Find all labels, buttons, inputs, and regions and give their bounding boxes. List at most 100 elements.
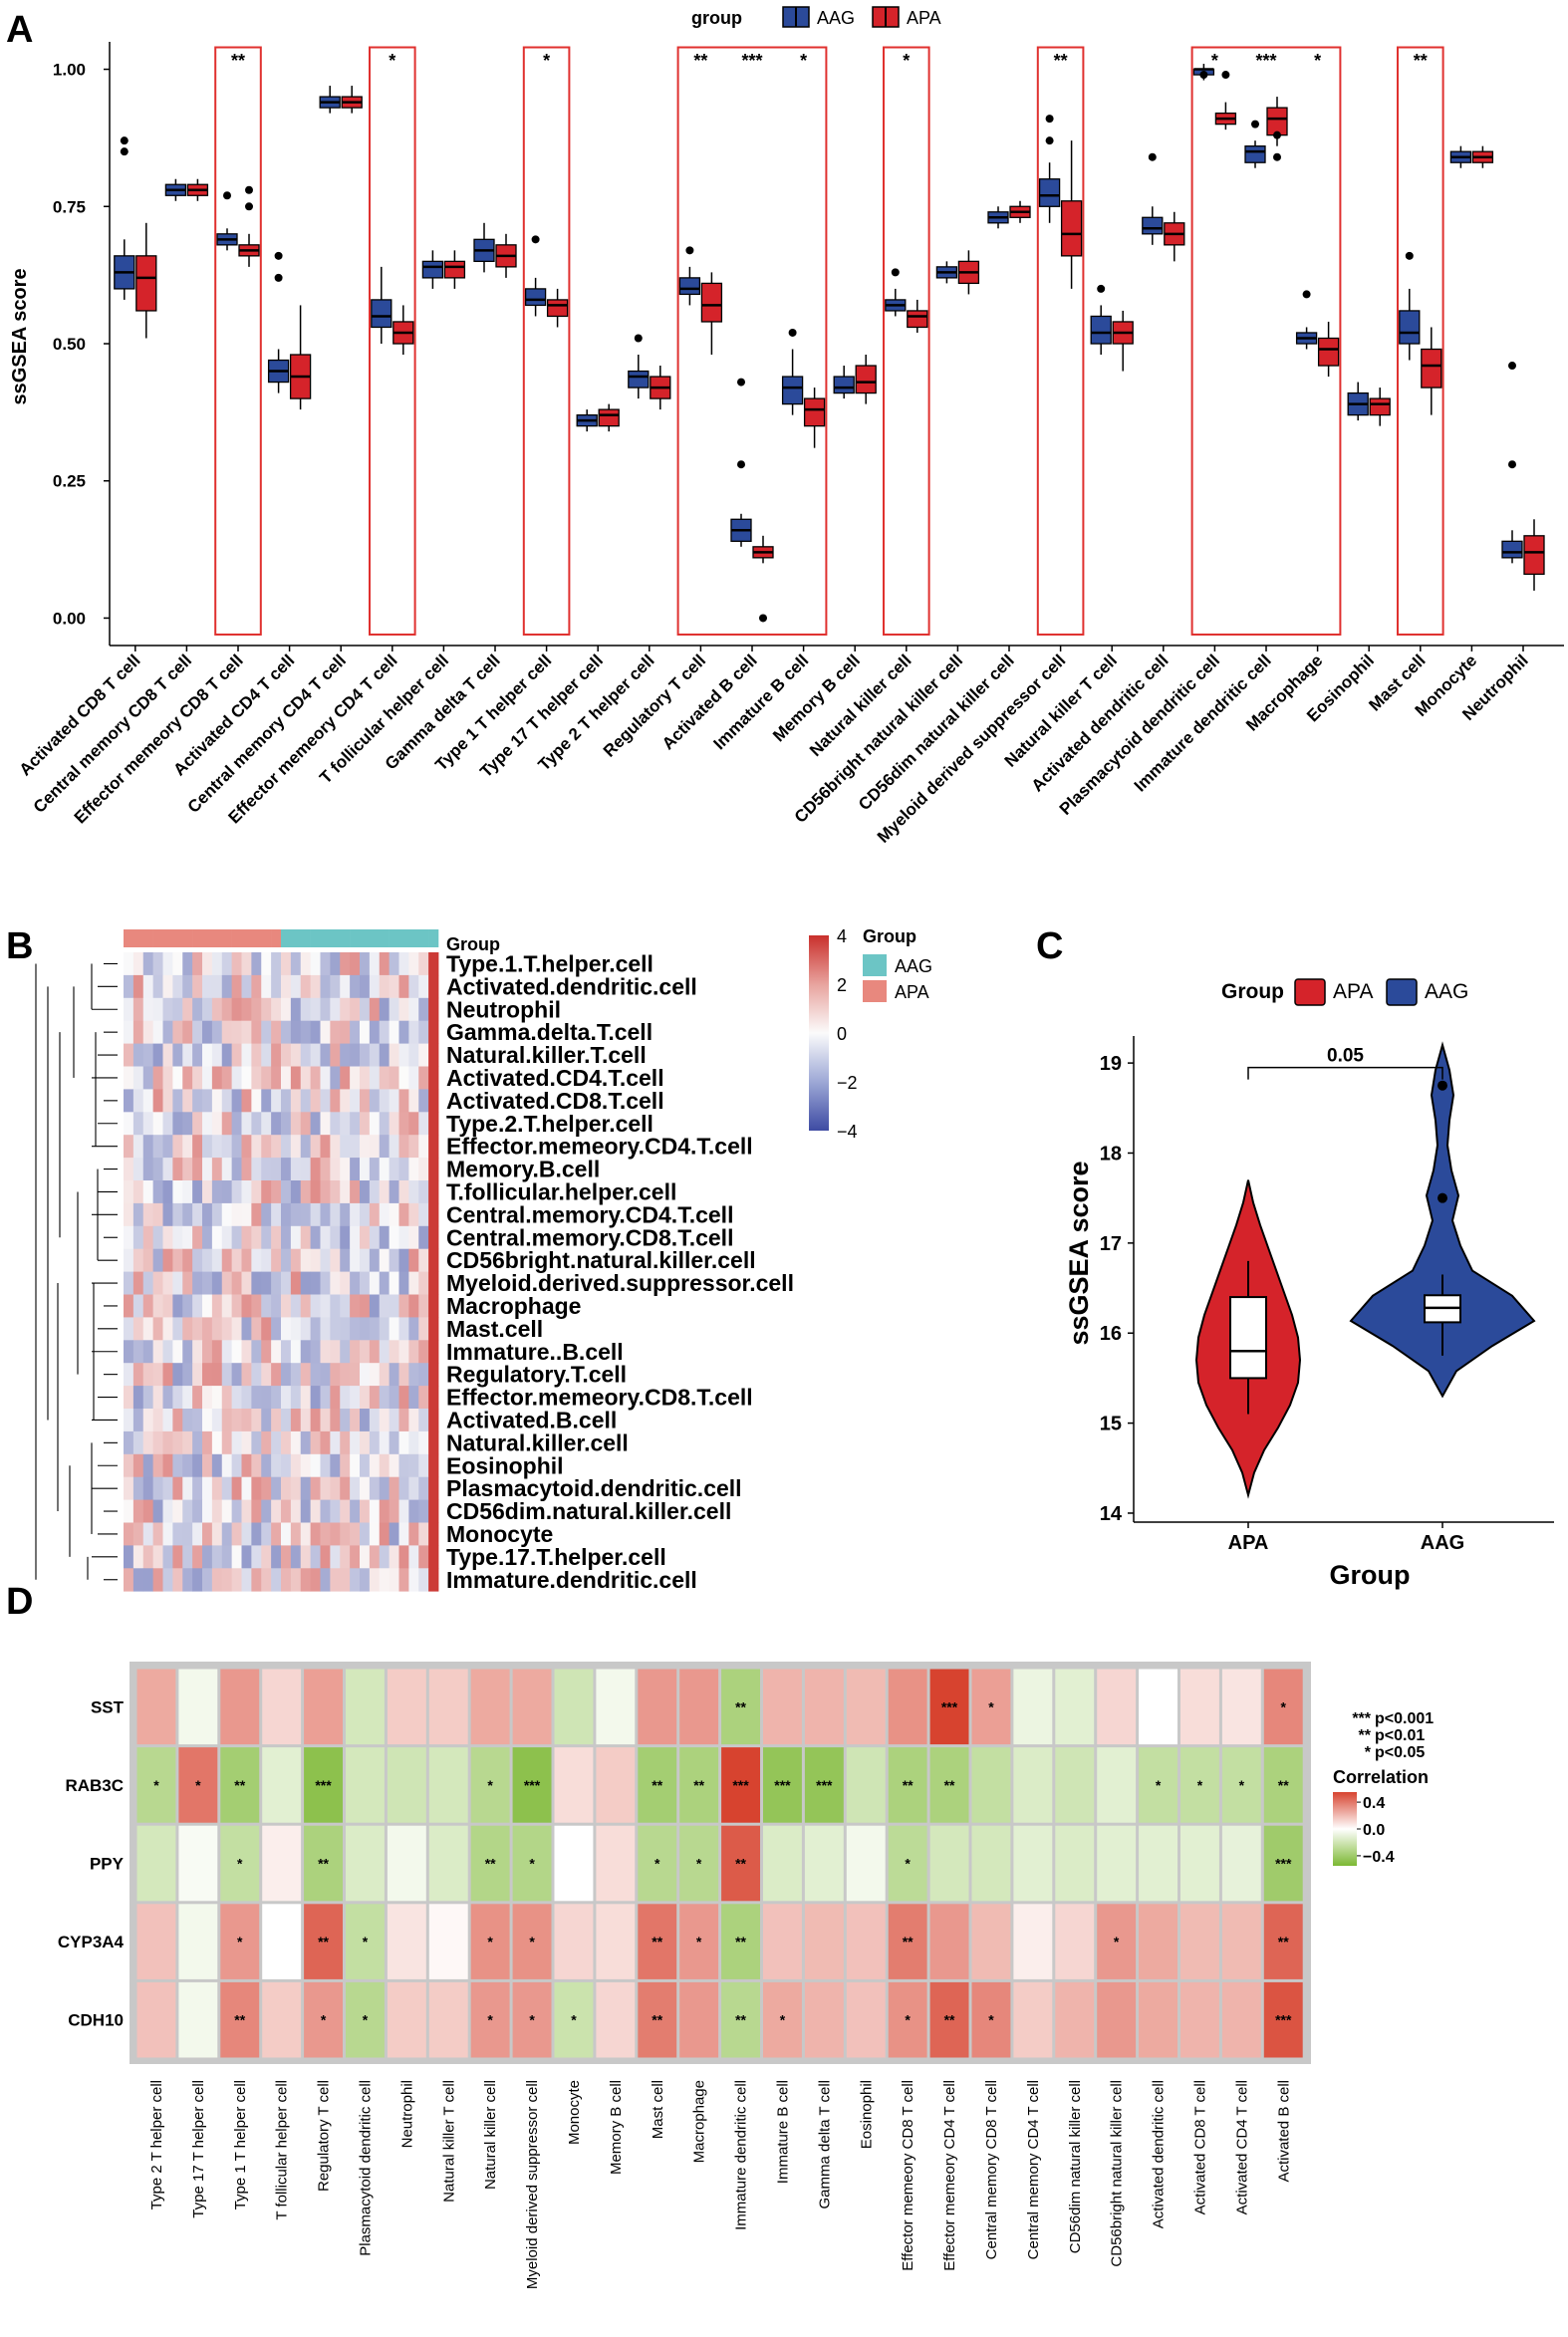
- heatmap-cell: [379, 1225, 391, 1250]
- heatmap-cell: [251, 1180, 262, 1204]
- cell-significance: *: [1281, 1698, 1287, 1714]
- outlier-point: [1097, 284, 1106, 293]
- heatmap-cell: [369, 1317, 381, 1341]
- box-apa: [907, 310, 928, 329]
- heatmap-cell: [389, 1317, 399, 1341]
- heatmap-cell: [360, 1043, 371, 1067]
- correlation-cell: [387, 1669, 426, 1745]
- heatmap-cell: [290, 1043, 302, 1067]
- heatmap-cell: [192, 1043, 203, 1067]
- column-label: Activated CD8 T cell: [1191, 2080, 1208, 2214]
- heatmap-cell: [408, 1112, 419, 1136]
- correlation-cell: [888, 1904, 927, 1979]
- heatmap-cell: [330, 1545, 341, 1569]
- heatmap-cell: [211, 1363, 223, 1387]
- heatmap-cell: [241, 1294, 252, 1318]
- heatmap-cell: [211, 1317, 223, 1341]
- heatmap-cell: [428, 1545, 439, 1569]
- heatmap-cell: [124, 1453, 134, 1478]
- row-label: Type.2.T.helper.cell: [446, 1111, 653, 1137]
- heatmap-cell: [124, 1522, 134, 1546]
- heatmap-cell: [124, 1112, 134, 1136]
- heatmap-cell: [330, 1020, 341, 1044]
- heatmap-cell: [241, 1522, 252, 1546]
- heatmap-cell: [389, 1568, 399, 1592]
- correlation-cell: [596, 1747, 636, 1823]
- heatmap-cell: [172, 1020, 183, 1044]
- heatmap-cell: [300, 1545, 312, 1569]
- annotation-cell: [251, 929, 262, 947]
- correlation-cell: [178, 1825, 218, 1902]
- cell-significance: *: [780, 2012, 786, 2028]
- heatmap-cell: [360, 1020, 371, 1044]
- heatmap-cell: [192, 1317, 203, 1341]
- heatmap-cell: [290, 1545, 302, 1569]
- heatmap-cell: [124, 1271, 134, 1295]
- row-label: Immature..B.cell: [446, 1339, 624, 1365]
- heatmap-cell: [142, 1340, 154, 1364]
- heatmap-cell: [369, 1271, 381, 1295]
- heatmap-cell: [271, 1499, 282, 1523]
- correlation-cell: [428, 1669, 468, 1745]
- row-label: Myeloid.derived.suppressor.cell: [446, 1270, 794, 1296]
- heatmap-cell: [369, 1180, 381, 1204]
- heatmap-cell: [124, 1089, 134, 1113]
- heatmap-cell: [192, 1499, 203, 1523]
- cell-significance: *: [696, 1934, 702, 1949]
- correlation-cell: [1097, 1904, 1137, 1979]
- color-bar-tick-label: 2: [837, 975, 847, 995]
- annotation-cell: [428, 929, 439, 947]
- heatmap-cell: [132, 1180, 144, 1204]
- heatmap-cell: [330, 1340, 341, 1364]
- correlation-cell: [387, 1981, 426, 2058]
- correlation-cell: [971, 1669, 1011, 1745]
- heatmap-cell: [300, 1180, 312, 1204]
- heatmap-cell: [360, 1202, 371, 1227]
- heatmap-cell: [261, 1271, 272, 1295]
- panel-c-violin: Group APA AAG ssGSEA score Group 14 15 16 1…: [1064, 978, 1554, 1590]
- heatmap-cell: [271, 1522, 282, 1546]
- heatmap-cell: [162, 952, 173, 976]
- heatmap-cell: [408, 1545, 419, 1569]
- panel-d-correlation-heatmap: ** *** * ** * ** *** * *** ** ** *** *** *** ** ** * * * **…: [58, 1662, 1434, 2289]
- significance-box: [1190, 46, 1342, 636]
- heatmap-cell: [360, 1340, 371, 1364]
- heatmap-cell: [290, 952, 302, 976]
- heatmap-cell: [408, 997, 419, 1022]
- heatmap-cell: [211, 1522, 223, 1546]
- heatmap-cell: [202, 1430, 213, 1455]
- heatmap-cell: [369, 974, 381, 999]
- heatmap-cell: [192, 1568, 203, 1592]
- heatmap-cell: [340, 1499, 351, 1523]
- outlier-point: [1045, 136, 1054, 145]
- heatmap-cell: [231, 1568, 242, 1592]
- heatmap-cell: [182, 1545, 193, 1569]
- color-bar: [809, 935, 829, 1131]
- heatmap-cell: [251, 1430, 262, 1455]
- heatmap-cell: [389, 1499, 399, 1523]
- heatmap-cell: [162, 1522, 173, 1546]
- cell-significance: **: [944, 1777, 955, 1793]
- heatmap-cell: [152, 1499, 163, 1523]
- heatmap-cell: [418, 1430, 429, 1455]
- heatmap-cell: [261, 1545, 272, 1569]
- correlation-cell: [1139, 1747, 1177, 1823]
- heatmap-cell: [142, 1043, 154, 1067]
- heatmap-cell: [231, 1476, 242, 1500]
- heatmap-cell: [221, 1112, 233, 1136]
- annotation-cell: [418, 929, 429, 947]
- heatmap-cell: [211, 1453, 223, 1478]
- heatmap-cell: [271, 974, 282, 999]
- cell-significance: **: [234, 2012, 245, 2028]
- heatmap-cell: [369, 1430, 381, 1455]
- heatmap-cell: [330, 1409, 341, 1432]
- heatmap-cell: [369, 1476, 381, 1500]
- heatmap-cell: [408, 1409, 419, 1432]
- heatmap-cell: [192, 1271, 203, 1295]
- heatmap-cell: [251, 1248, 262, 1272]
- correlation-cell: [1180, 1747, 1219, 1823]
- heatmap-cell: [172, 1248, 183, 1272]
- heatmap-cell: [251, 1112, 262, 1136]
- heatmap-cell: [360, 1089, 371, 1113]
- heatmap-cell: [182, 1271, 193, 1295]
